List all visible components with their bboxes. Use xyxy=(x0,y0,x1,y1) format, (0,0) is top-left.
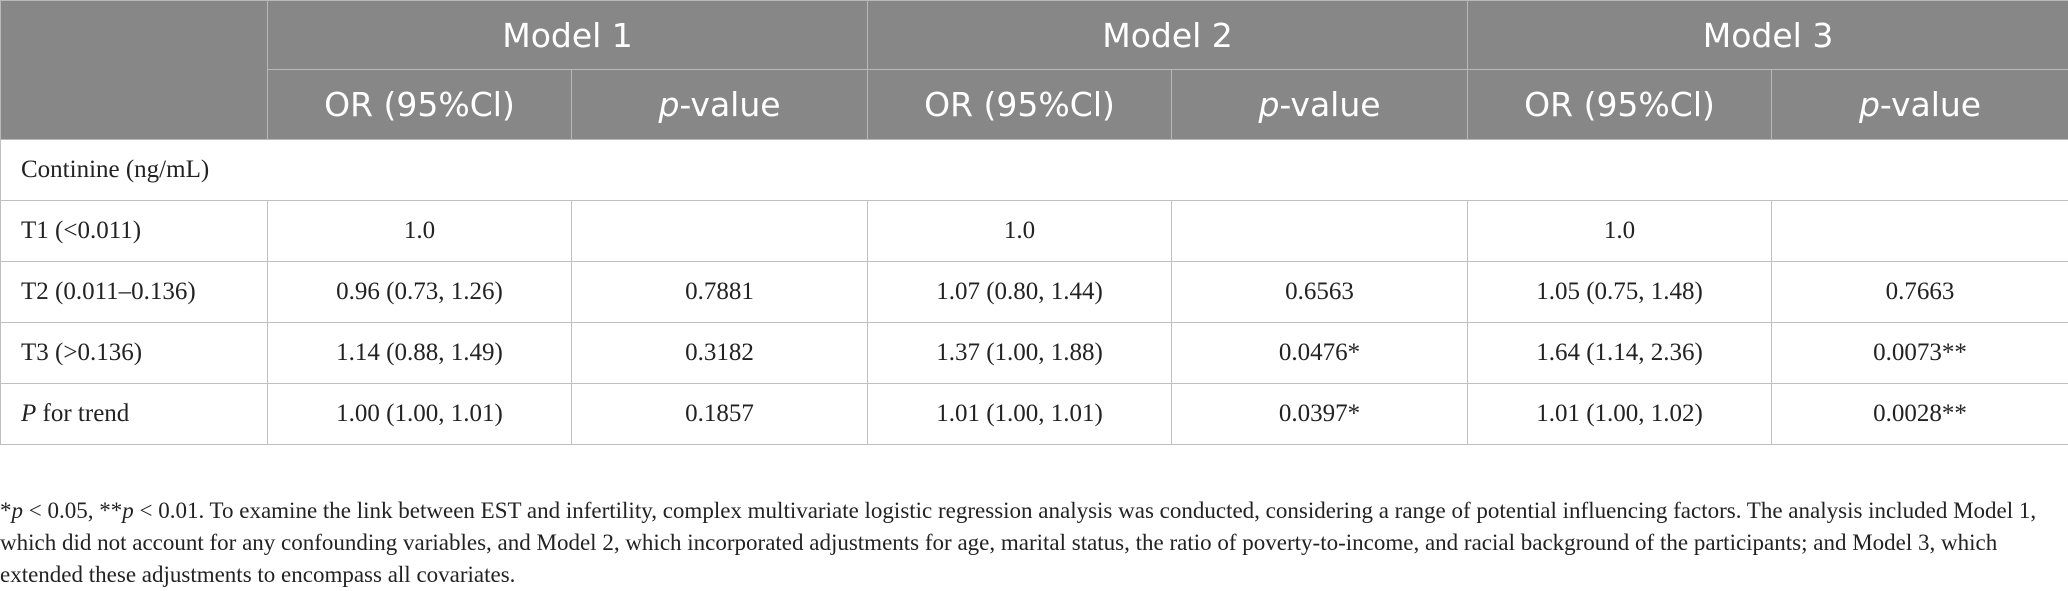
or-cell: 1.0 xyxy=(268,201,572,262)
p-symbol: p xyxy=(1859,85,1880,124)
header-model-2: Model 2 xyxy=(868,1,1468,70)
header-model-3: Model 3 xyxy=(1468,1,2068,70)
regression-table: Model 1 Model 2 Model 3 OR (95%Cl) p-val… xyxy=(0,0,2068,445)
or-cell: 0.96 (0.73, 1.26) xyxy=(268,262,572,323)
pvalue-cell: 0.6563 xyxy=(1172,262,1468,323)
or-cell: 1.64 (1.14, 2.36) xyxy=(1468,323,1772,384)
pvalue-cell xyxy=(572,201,868,262)
footnote-p-symbol: p xyxy=(122,498,134,523)
header-row-metrics: OR (95%Cl) p-value OR (95%Cl) p-value OR… xyxy=(1,70,2068,140)
header-pvalue-model-2: p-value xyxy=(1172,70,1468,140)
pvalue-cell: 0.3182 xyxy=(572,323,868,384)
table-row: P for trend 1.00 (1.00, 1.01) 0.1857 1.0… xyxy=(1,384,2068,445)
pvalue-cell: 0.0476* xyxy=(1172,323,1468,384)
row-label: T3 (>0.136) xyxy=(1,323,268,384)
or-cell: 1.05 (0.75, 1.48) xyxy=(1468,262,1772,323)
or-cell: 1.01 (1.00, 1.02) xyxy=(1468,384,1772,445)
pvalue-cell: 0.7663 xyxy=(1772,262,2068,323)
or-cell: 1.37 (1.00, 1.88) xyxy=(868,323,1172,384)
footnote-p-symbol: p xyxy=(12,498,24,523)
pvalue-suffix: -value xyxy=(1880,85,1981,124)
table-row: T2 (0.011–0.136) 0.96 (0.73, 1.26) 0.788… xyxy=(1,262,2068,323)
pvalue-cell: 0.7881 xyxy=(572,262,868,323)
pvalue-cell xyxy=(1172,201,1468,262)
row-label: P for trend xyxy=(1,384,268,445)
header-corner-cell xyxy=(1,1,268,140)
pvalue-suffix: -value xyxy=(679,85,780,124)
header-pvalue-model-3: p-value xyxy=(1772,70,2068,140)
pvalue-cell: 0.0397* xyxy=(1172,384,1468,445)
footnote-sig-text: < 0.05, ** xyxy=(23,498,122,523)
footnote-sig-text: < 0.01. xyxy=(134,498,204,523)
header-model-1: Model 1 xyxy=(268,1,868,70)
row-label: T2 (0.011–0.136) xyxy=(1,262,268,323)
table-row: T3 (>0.136) 1.14 (0.88, 1.49) 0.3182 1.3… xyxy=(1,323,2068,384)
or-cell: 1.0 xyxy=(1468,201,1772,262)
header-pvalue-model-1: p-value xyxy=(572,70,868,140)
table-row: T1 (<0.011) 1.0 1.0 1.0 xyxy=(1,201,2068,262)
p-symbol: p xyxy=(1258,85,1279,124)
footnote-body: To examine the link between EST and infe… xyxy=(0,498,2036,587)
row-label: T1 (<0.011) xyxy=(1,201,268,262)
section-row-cotinine: Continine (ng/mL) xyxy=(1,140,2068,201)
section-label: Continine (ng/mL) xyxy=(1,140,2068,201)
footnote-sig-marker: * xyxy=(0,498,12,523)
header-or-model-2: OR (95%Cl) xyxy=(868,70,1172,140)
pvalue-suffix: -value xyxy=(1279,85,1380,124)
or-cell: 1.01 (1.00, 1.01) xyxy=(868,384,1172,445)
header-or-model-3: OR (95%Cl) xyxy=(1468,70,1772,140)
or-cell: 1.00 (1.00, 1.01) xyxy=(268,384,572,445)
pvalue-cell: 0.0028** xyxy=(1772,384,2068,445)
pvalue-cell: 0.0073** xyxy=(1772,323,2068,384)
pvalue-cell: 0.1857 xyxy=(572,384,868,445)
p-symbol: p xyxy=(658,85,679,124)
or-cell: 1.0 xyxy=(868,201,1172,262)
results-table-container: Model 1 Model 2 Model 3 OR (95%Cl) p-val… xyxy=(0,0,2068,445)
or-cell: 1.07 (0.80, 1.44) xyxy=(868,262,1172,323)
header-or-model-1: OR (95%Cl) xyxy=(268,70,572,140)
pvalue-cell xyxy=(1772,201,2068,262)
header-row-models: Model 1 Model 2 Model 3 xyxy=(1,1,2068,70)
or-cell: 1.14 (0.88, 1.49) xyxy=(268,323,572,384)
